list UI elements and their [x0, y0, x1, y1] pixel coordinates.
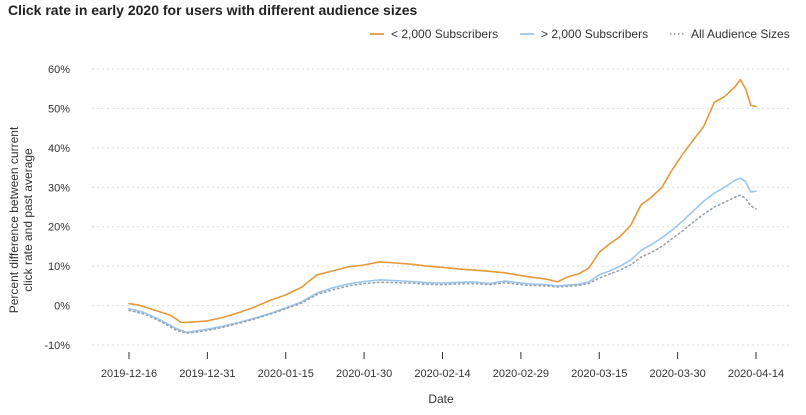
x-axis-title: Date [428, 392, 454, 406]
x-tick-label: 2020-01-30 [336, 368, 392, 380]
legend-label-2: > 2,000 Subscribers [541, 27, 648, 41]
x-axis: 2019-12-16 2019-12-31 2020-01-15 2020-01-30… [101, 352, 784, 380]
y-tick-label: 20% [48, 222, 70, 234]
x-tick-label: 2019-12-31 [179, 368, 235, 380]
y-axis-title-line-2: click rate and past average [21, 148, 35, 292]
y-tick-label: 30% [48, 182, 70, 194]
series-lines [128, 78, 757, 335]
series-line-3 [128, 194, 757, 335]
x-tick-label: 2020-04-14 [728, 368, 784, 380]
series-line-2 [128, 177, 757, 334]
y-tick-label: 40% [48, 143, 70, 155]
legend: < 2,000 Subscribers > 2,000 Subscribers Al… [370, 27, 790, 41]
x-tick-label: 2020-03-30 [649, 368, 705, 380]
y-tick-label: 0% [54, 301, 70, 313]
x-tick-label: 2020-01-15 [258, 368, 314, 380]
grid-lines [92, 68, 790, 346]
y-tick-label: 10% [48, 261, 70, 273]
y-tick-label: -10% [44, 340, 70, 352]
legend-label-1: < 2,000 Subscribers [391, 27, 498, 41]
x-tick-label: 2020-03-15 [571, 368, 627, 380]
series-line-1 [128, 78, 757, 324]
y-tick-label: 50% [48, 103, 70, 115]
x-tick-label: 2020-02-14 [414, 368, 470, 380]
y-axis: -10% 0% 10% 20% 30% 40% 50% 60% [44, 64, 70, 352]
y-tick-label: 60% [48, 64, 70, 76]
chart-title: Click rate in early 2020 for users with … [8, 2, 417, 18]
legend-label-3: All Audience Sizes [691, 27, 790, 41]
x-tick-label: 2019-12-16 [101, 368, 157, 380]
y-axis-title-line-1: Percent difference between current [7, 126, 21, 313]
x-tick-label: 2020-02-29 [493, 368, 549, 380]
